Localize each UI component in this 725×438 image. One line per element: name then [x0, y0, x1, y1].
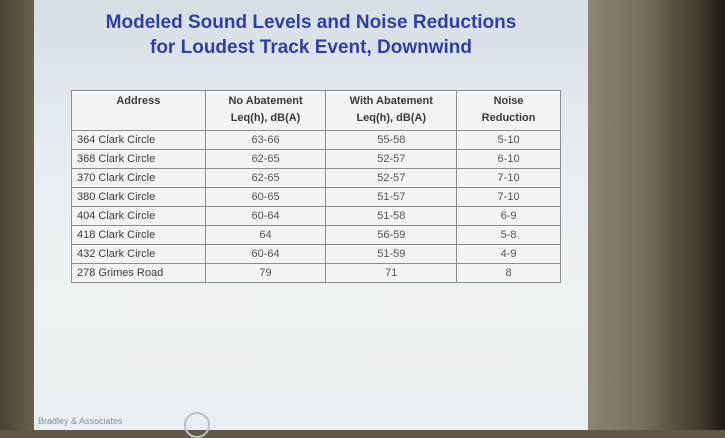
cell-noise-reduction: 8 [456, 263, 561, 283]
cell-address: 404 Clark Circle [71, 206, 206, 226]
cell-address: 278 Grimes Road [71, 263, 206, 283]
table-row: 418 Clark Circle 64 56-59 5-8 [71, 225, 561, 245]
cell-address: 432 Clark Circle [71, 244, 206, 264]
cell-with-abatement: 55-58 [325, 130, 458, 150]
table-row: 370 Clark Circle 62-65 52-57 7-10 [71, 168, 561, 188]
cell-with-abatement: 56-59 [325, 225, 458, 245]
table-row: 368 Clark Circle 62-65 52-57 6-10 [71, 149, 561, 169]
cell-address: 370 Clark Circle [71, 168, 206, 188]
noise-levels-table: Address No Abatement Leq(h), dB(A) With … [71, 90, 561, 283]
cell-no-abatement: 79 [204, 263, 327, 283]
cell-no-abatement: 64 [204, 225, 327, 245]
cell-no-abatement: 60-64 [204, 244, 327, 264]
header-address: Address [71, 90, 206, 131]
cell-noise-reduction: 6-10 [456, 149, 561, 169]
projected-slide: Modeled Sound Levels and Noise Reduction… [34, 0, 588, 438]
logo-circle-icon [184, 412, 210, 438]
table-row: 278 Grimes Road 79 71 8 [71, 263, 561, 283]
room-wall-left [0, 0, 34, 430]
cell-address: 418 Clark Circle [71, 225, 206, 245]
cell-noise-reduction: 4-9 [456, 244, 561, 264]
cell-address: 380 Clark Circle [71, 187, 206, 207]
cell-noise-reduction: 5-8 [456, 225, 561, 245]
table-row: 380 Clark Circle 60-65 51-57 7-10 [71, 187, 561, 207]
cell-no-abatement: 60-65 [204, 187, 327, 207]
cell-with-abatement: 51-58 [325, 206, 458, 226]
footer-logo-text: Bradley & Associates [38, 416, 123, 426]
noise-table-container: Address No Abatement Leq(h), dB(A) With … [71, 90, 561, 283]
cell-no-abatement: 60-64 [204, 206, 327, 226]
table-header-row: Address No Abatement Leq(h), dB(A) With … [71, 90, 561, 131]
cell-address: 368 Clark Circle [71, 149, 206, 169]
cell-no-abatement: 62-65 [204, 149, 327, 169]
cell-noise-reduction: 7-10 [456, 187, 561, 207]
cell-address: 364 Clark Circle [71, 130, 206, 150]
table-row: 432 Clark Circle 60-64 51-59 4-9 [71, 244, 561, 264]
cell-with-abatement: 71 [325, 263, 458, 283]
cell-noise-reduction: 7-10 [456, 168, 561, 188]
cell-with-abatement: 52-57 [325, 149, 458, 169]
cell-no-abatement: 62-65 [204, 168, 327, 188]
slide-title-line-1: Modeled Sound Levels and Noise Reduction… [105, 12, 517, 33]
header-no-abatement: No Abatement Leq(h), dB(A) [204, 90, 327, 131]
table-row: 404 Clark Circle 60-64 51-58 6-9 [71, 206, 561, 226]
slide-title: Modeled Sound Levels and Noise Reduction… [34, 10, 588, 60]
cell-with-abatement: 51-57 [325, 187, 458, 207]
cell-no-abatement: 63-66 [204, 130, 327, 150]
cell-with-abatement: 52-57 [325, 168, 458, 188]
header-noise-reduction: Noise Reduction [456, 90, 561, 131]
cell-with-abatement: 51-59 [325, 244, 458, 264]
footer-logo: Bradley & Associates [38, 412, 218, 438]
slide-title-line-2: for Loudest Track Event, Downwind [150, 37, 472, 58]
room-wall-right [588, 0, 725, 430]
cell-noise-reduction: 5-10 [456, 130, 561, 150]
cell-noise-reduction: 6-9 [456, 206, 561, 226]
table-row: 364 Clark Circle 63-66 55-58 5-10 [71, 130, 561, 150]
header-with-abatement: With Abatement Leq(h), dB(A) [325, 90, 458, 131]
